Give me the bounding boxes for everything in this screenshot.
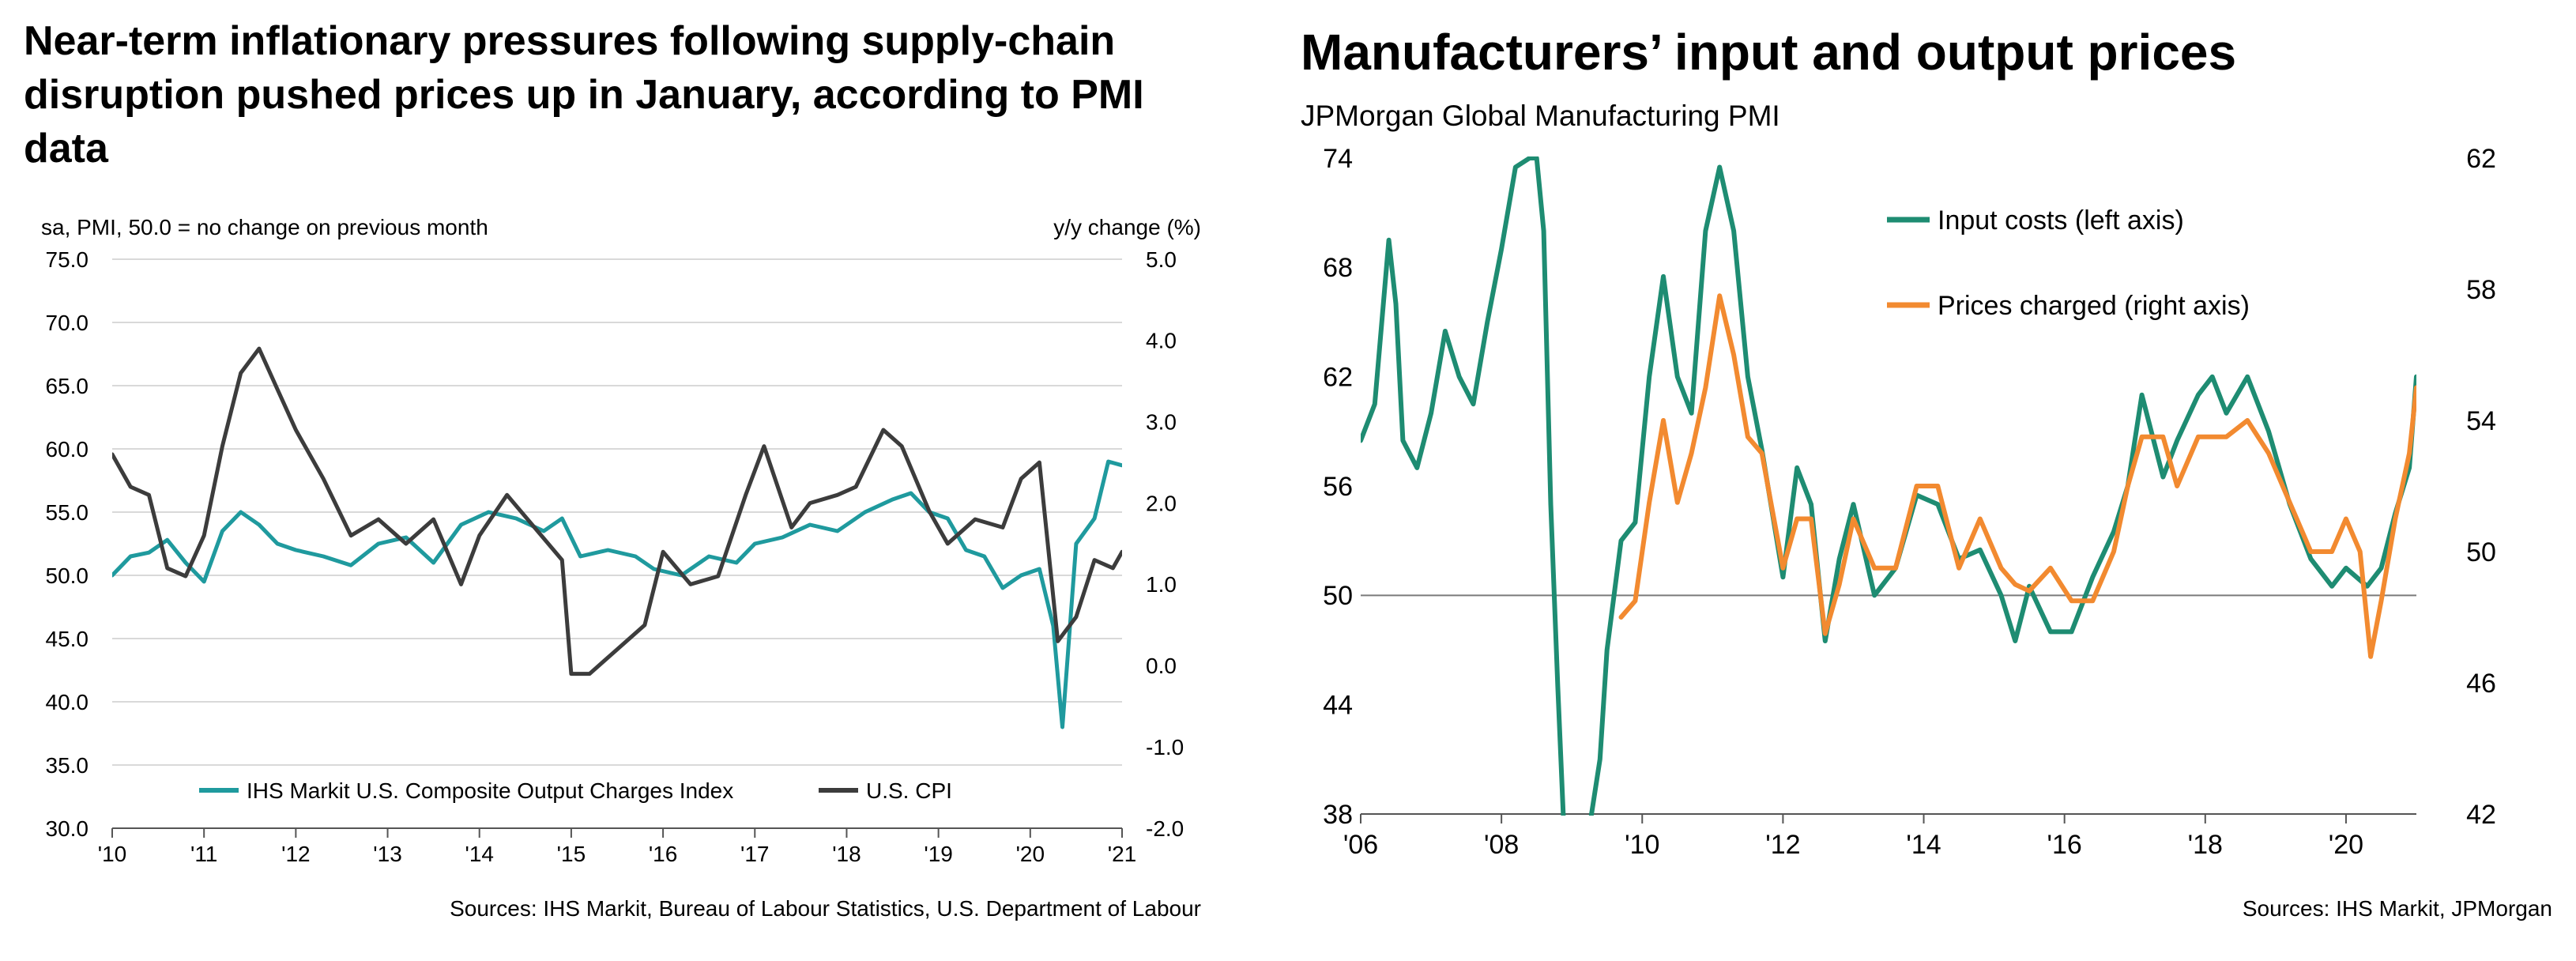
y-right-tick-label: 50 <box>2466 537 2496 567</box>
x-tick-label: '08 <box>1484 830 1519 860</box>
x-tick-label: '16 <box>649 842 678 866</box>
x-tick-label: '18 <box>2188 830 2223 860</box>
legend-label-1: Input costs (left axis) <box>1938 205 2184 236</box>
legend-label-2: U.S. CPI <box>866 778 952 803</box>
series-line-2 <box>1618 293 2416 659</box>
x-tick-label: '14 <box>465 842 494 866</box>
y-left-tick-label: 75.0 <box>46 247 89 272</box>
x-tick-label: '19 <box>924 842 953 866</box>
series-line-1 <box>1361 156 2416 816</box>
y-left-tick-label: 50.0 <box>46 563 89 588</box>
y-left-tick-label: 30.0 <box>46 816 89 841</box>
y-left-tick-label: 74 <box>1323 144 1353 174</box>
series-group <box>1361 156 2416 816</box>
y-right-tick-label: 3.0 <box>1146 410 1177 435</box>
right-chart-source: Sources: IHS Markit, JPMorgan <box>2242 896 2552 921</box>
x-tick-label: '18 <box>832 842 861 866</box>
x-tick-label: '17 <box>740 842 770 866</box>
x-tick-label: '10 <box>1625 830 1659 860</box>
y-left-tick-label: 65.0 <box>46 374 89 398</box>
x-tick-label: '12 <box>281 842 311 866</box>
series-line-2 <box>112 346 1122 676</box>
y-left-tick-label: 50 <box>1323 581 1353 611</box>
x-tick-label: '14 <box>1906 830 1941 860</box>
x-tick-label: '06 <box>1343 830 1378 860</box>
y-left-tick-label: 56 <box>1323 472 1353 502</box>
left-axis-note: sa, PMI, 50.0 = no change on previous mo… <box>41 215 488 239</box>
right-chart-title: Manufacturers’ input and output prices <box>1301 24 2237 81</box>
left-chart: '10 '11 '12 '13 '14 '15 '16 '17 '18 '19 '20 '21 30.0… <box>46 247 1184 866</box>
y-left-tick-label: 62 <box>1323 363 1353 393</box>
y-left-tick-label: 38 <box>1323 800 1353 830</box>
y-right-tick-label: 54 <box>2466 406 2496 436</box>
legend-label-1: IHS Markit U.S. Composite Output Charges… <box>247 778 733 803</box>
y-right-tick-label: 42 <box>2466 800 2496 830</box>
y-right-tick-label: -1.0 <box>1146 735 1184 759</box>
right-chart-panel: Manufacturers’ input and output prices J… <box>1248 0 2576 961</box>
y-left-tick-label: 40.0 <box>46 690 89 714</box>
y-left-tick-label: 68 <box>1323 253 1353 283</box>
y-right-tick-label: 0.0 <box>1146 654 1177 678</box>
y-left-tick-label: 60.0 <box>46 437 89 462</box>
series-line-1 <box>112 459 1122 729</box>
y-right-tick-label: 62 <box>2466 144 2496 174</box>
left-chart-source: Sources: IHS Markit, Bureau of Labour St… <box>450 896 1201 921</box>
x-tick-label: '13 <box>373 842 402 866</box>
y-left-tick-label: 70.0 <box>46 311 89 335</box>
legend-label-2: Prices charged (right axis) <box>1938 291 2250 321</box>
y-right-tick-label: 5.0 <box>1146 247 1177 272</box>
y-right-tick-label: 1.0 <box>1146 572 1177 597</box>
series-group <box>112 346 1122 729</box>
x-tick-label: '20 <box>2329 830 2363 860</box>
x-tick-label: '20 <box>1016 842 1045 866</box>
y-left-tick-label: 55.0 <box>46 500 89 525</box>
y-right-tick-label: -2.0 <box>1146 816 1184 841</box>
right-axis-note: y/y change (%) <box>1053 215 1201 239</box>
y-left-tick-label: 35.0 <box>46 753 89 778</box>
y-right-tick-label: 58 <box>2466 275 2496 305</box>
x-tick-label: '12 <box>1765 830 1800 860</box>
y-right-tick-label: 46 <box>2466 669 2496 699</box>
x-tick-label: '10 <box>98 842 127 866</box>
y-right-tick-label: 4.0 <box>1146 329 1177 353</box>
y-left-tick-label: 44 <box>1323 691 1353 721</box>
x-tick-label: '11 <box>190 842 217 866</box>
right-chart: '06 '08 '10 '12 '14 '16 '18 '20 38 44 50 56 62 68 74 42… <box>1323 144 2496 860</box>
y-left-tick-label: 45.0 <box>46 627 89 651</box>
y-right-tick-label: 2.0 <box>1146 491 1177 515</box>
left-chart-panel: Near-term inflationary pressures followi… <box>0 0 1248 961</box>
right-chart-subtitle: JPMorgan Global Manufacturing PMI <box>1301 100 1780 132</box>
x-tick-label: '21 <box>1108 842 1137 866</box>
left-chart-title: Near-term inflationary pressures followi… <box>24 18 1144 171</box>
x-tick-label: '16 <box>2047 830 2082 860</box>
x-tick-label: '15 <box>557 842 586 866</box>
